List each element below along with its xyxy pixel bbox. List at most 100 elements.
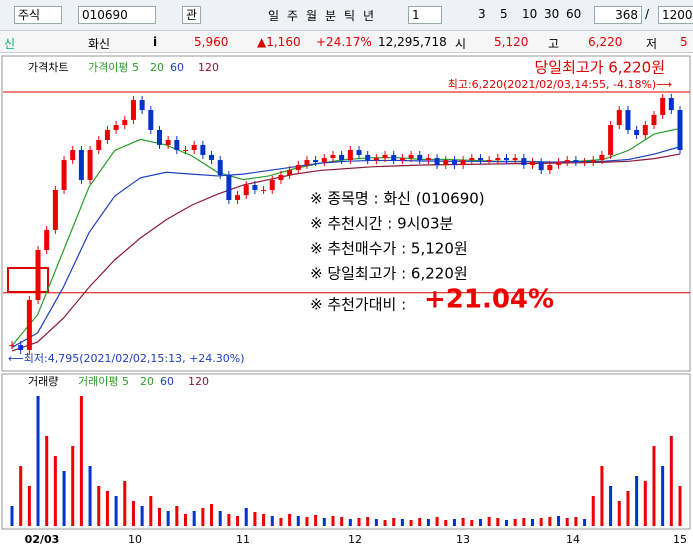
minute-button[interactable]: 10 bbox=[522, 7, 538, 21]
volume-bar bbox=[461, 518, 465, 526]
volume-bar bbox=[19, 466, 23, 526]
total[interactable]: 1200 bbox=[658, 6, 693, 24]
candle bbox=[61, 160, 67, 190]
change: ▲1,160 bbox=[257, 35, 301, 49]
candle bbox=[625, 110, 631, 130]
candle bbox=[599, 154, 605, 161]
high: 6,220 bbox=[588, 35, 623, 49]
volume-bar bbox=[270, 516, 274, 526]
volume-bar bbox=[79, 396, 83, 526]
volume-bar bbox=[157, 508, 161, 526]
minute-button[interactable]: 5 bbox=[500, 7, 508, 21]
candle bbox=[243, 185, 249, 196]
candle bbox=[78, 150, 84, 180]
volume-bar bbox=[71, 446, 75, 526]
candle bbox=[261, 189, 267, 191]
headline: 당일최고가 6,220원 bbox=[534, 59, 665, 77]
volume-bar bbox=[244, 508, 248, 526]
volume-bar bbox=[201, 508, 205, 526]
sep: / bbox=[645, 7, 650, 21]
highlight-box bbox=[7, 267, 49, 293]
candle bbox=[356, 150, 362, 155]
minute-button[interactable]: 3 bbox=[478, 7, 486, 21]
price: 5,960 bbox=[194, 35, 229, 49]
minute-button[interactable]: 30 bbox=[544, 7, 560, 21]
volume-bar bbox=[470, 520, 474, 526]
candle bbox=[573, 160, 579, 163]
candle bbox=[130, 100, 136, 120]
annotation: ※ 추천가대비 : bbox=[310, 296, 406, 314]
period-button[interactable]: 분 bbox=[325, 9, 337, 23]
volume-bar bbox=[305, 517, 309, 526]
volume-bar bbox=[348, 519, 352, 526]
volume-bar bbox=[262, 514, 266, 526]
candle bbox=[538, 162, 544, 171]
candle bbox=[87, 150, 93, 180]
candle bbox=[503, 158, 509, 161]
minute-button[interactable]: 60 bbox=[566, 7, 582, 21]
period-button[interactable]: 일 bbox=[268, 9, 280, 23]
volume-bar bbox=[522, 518, 526, 526]
candle bbox=[165, 139, 171, 145]
volume-bar bbox=[409, 520, 413, 526]
volume-bar bbox=[184, 514, 188, 526]
candle bbox=[235, 195, 241, 201]
volume-bar bbox=[340, 517, 344, 526]
volume-bar bbox=[478, 519, 482, 526]
x-label: 15 bbox=[673, 533, 687, 546]
candle bbox=[321, 158, 327, 163]
volume-bar bbox=[669, 436, 673, 526]
candle bbox=[200, 144, 206, 155]
volume-bar bbox=[452, 519, 456, 526]
candle bbox=[295, 164, 301, 171]
candle bbox=[252, 185, 258, 190]
candle bbox=[330, 154, 336, 159]
bars[interactable]: 368 bbox=[594, 6, 642, 24]
candle bbox=[148, 110, 154, 130]
ma-label: 가격이평 5 bbox=[88, 61, 139, 74]
price-panel bbox=[1, 55, 691, 372]
period-button[interactable]: 틱 bbox=[344, 9, 356, 23]
volume-bar bbox=[600, 466, 604, 526]
volume-bar bbox=[166, 511, 170, 526]
volume-bar bbox=[591, 496, 595, 526]
volume-bar bbox=[296, 516, 300, 526]
candle bbox=[547, 164, 553, 171]
candle bbox=[18, 345, 24, 350]
period-button[interactable]: 년 bbox=[363, 9, 375, 23]
x-label: 14 bbox=[566, 533, 580, 546]
volume-bar bbox=[548, 517, 552, 526]
candle bbox=[183, 150, 189, 152]
volume-bar bbox=[366, 517, 370, 526]
button[interactable]: 관 bbox=[182, 6, 202, 24]
x-label: 10 bbox=[128, 533, 142, 546]
volume-bar bbox=[609, 486, 613, 526]
candle bbox=[408, 154, 414, 159]
volume-bar bbox=[626, 491, 630, 526]
ma-period: 20 bbox=[150, 61, 164, 74]
code-input[interactable]: 010690 bbox=[78, 6, 156, 24]
candle bbox=[26, 300, 32, 350]
period-button[interactable]: 월 bbox=[306, 9, 318, 23]
volume-bar bbox=[53, 456, 57, 526]
candle bbox=[677, 110, 683, 151]
period-button[interactable]: 주 bbox=[287, 9, 299, 23]
count[interactable]: 1 bbox=[408, 6, 442, 24]
volume-bar bbox=[10, 506, 14, 526]
low-label: 저 bbox=[646, 37, 658, 51]
volume-bar bbox=[314, 515, 318, 526]
ma-period: 120 bbox=[198, 61, 219, 74]
candle bbox=[556, 162, 562, 165]
volume-bar bbox=[583, 519, 587, 526]
volume-ma-period: 60 bbox=[160, 375, 174, 388]
open-label: 시 bbox=[455, 37, 467, 51]
candle bbox=[495, 158, 501, 161]
candle bbox=[96, 139, 102, 151]
volume-bar bbox=[565, 518, 569, 526]
candle bbox=[530, 162, 536, 165]
info-icon[interactable]: i bbox=[153, 35, 158, 49]
high-note: 최고:6,220(2021/02/03,14:55, -4.18%)⟶ bbox=[448, 78, 673, 91]
candle bbox=[642, 125, 648, 136]
market-select[interactable]: 주식 bbox=[14, 6, 62, 24]
candle bbox=[477, 158, 483, 161]
